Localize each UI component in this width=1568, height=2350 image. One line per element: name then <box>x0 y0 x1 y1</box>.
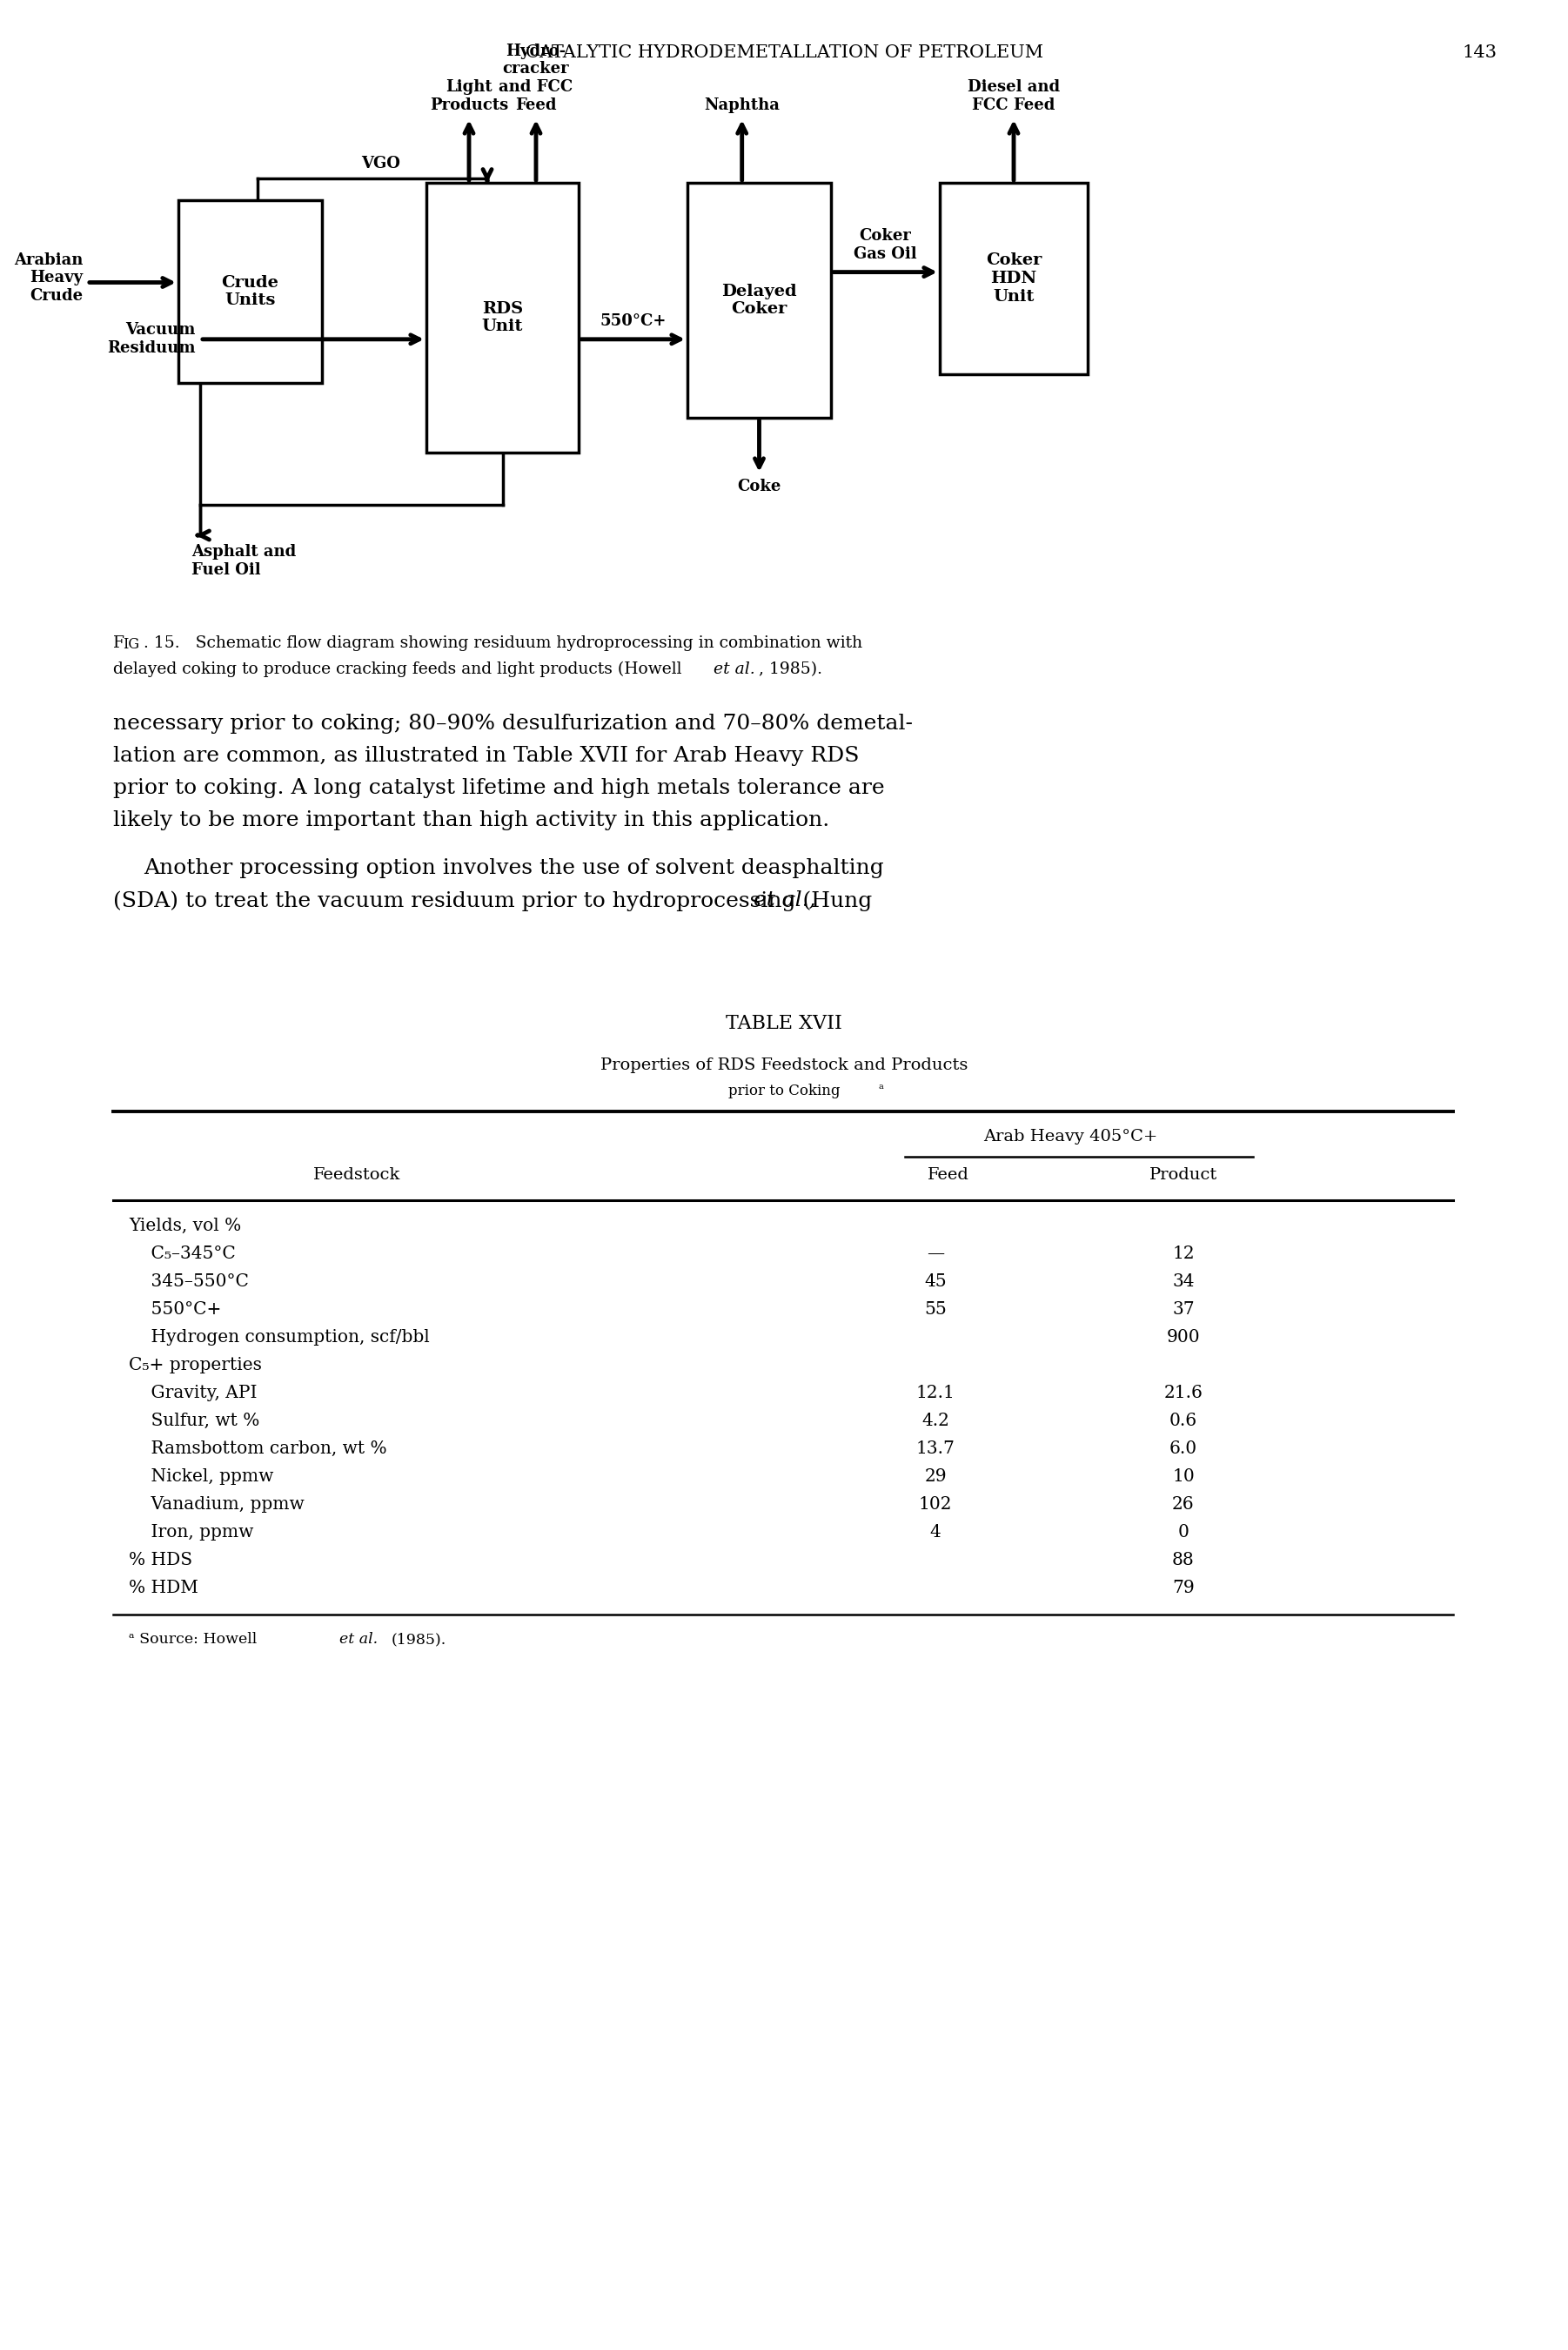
Text: Hydrogen consumption, scf/bbl: Hydrogen consumption, scf/bbl <box>129 1330 430 1347</box>
Text: ᵃ Source: Howell: ᵃ Source: Howell <box>129 1631 262 1647</box>
Bar <box>426 183 579 454</box>
Text: 88: 88 <box>1173 1551 1195 1567</box>
Text: 550°C+: 550°C+ <box>129 1302 221 1318</box>
Text: 29: 29 <box>924 1469 947 1485</box>
Text: CATALYTIC HYDRODEMETALLATION OF PETROLEUM: CATALYTIC HYDRODEMETALLATION OF PETROLEU… <box>525 45 1043 61</box>
Text: 143: 143 <box>1461 45 1496 61</box>
Text: 0: 0 <box>1178 1525 1189 1542</box>
Text: 34: 34 <box>1173 1274 1195 1290</box>
Text: 6.0: 6.0 <box>1170 1441 1198 1457</box>
Text: 0.6: 0.6 <box>1170 1412 1198 1429</box>
Text: 900: 900 <box>1167 1330 1200 1347</box>
Text: prior to Coking: prior to Coking <box>728 1083 840 1097</box>
Text: Hydro-
cracker
and FCC
Feed: Hydro- cracker and FCC Feed <box>499 42 572 113</box>
Text: et al.: et al. <box>339 1631 378 1647</box>
Text: Light
Products: Light Products <box>430 80 508 113</box>
Text: Naphtha: Naphtha <box>704 96 779 113</box>
Text: Nickel, ppmw: Nickel, ppmw <box>129 1469 273 1485</box>
Text: Feed: Feed <box>928 1168 969 1182</box>
Text: Product: Product <box>1149 1168 1217 1182</box>
Text: Gravity, API: Gravity, API <box>129 1384 257 1401</box>
Text: Another processing option involves the use of solvent deasphalting: Another processing option involves the u… <box>144 858 884 879</box>
Text: Iron, ppmw: Iron, ppmw <box>129 1525 254 1542</box>
Text: Coke: Coke <box>737 479 781 494</box>
Text: 4.2: 4.2 <box>922 1412 949 1429</box>
Text: Coker
Gas Oil: Coker Gas Oil <box>853 228 917 261</box>
Text: 10: 10 <box>1173 1469 1195 1485</box>
Text: Crude
Units: Crude Units <box>221 275 279 308</box>
Text: Diesel and
FCC Feed: Diesel and FCC Feed <box>967 80 1060 113</box>
Text: 345–550°C: 345–550°C <box>129 1274 249 1290</box>
Text: IG: IG <box>122 637 140 651</box>
Text: TABLE XVII: TABLE XVII <box>726 1013 842 1034</box>
Text: Arabian
Heavy
Crude: Arabian Heavy Crude <box>14 251 83 303</box>
Text: 55: 55 <box>924 1302 947 1318</box>
Text: RDS
Unit: RDS Unit <box>481 301 524 334</box>
Text: ᵃ: ᵃ <box>878 1083 884 1095</box>
Text: 12.1: 12.1 <box>916 1384 955 1401</box>
Text: Coker
HDN
Unit: Coker HDN Unit <box>986 251 1041 306</box>
Text: 4: 4 <box>930 1525 941 1542</box>
Text: (SDA) to treat the vacuum residuum prior to hydroprocessing (Hung: (SDA) to treat the vacuum residuum prior… <box>113 891 880 912</box>
Text: —: — <box>927 1246 944 1262</box>
Text: lation are common, as illustrated in Table XVII for Arab Heavy RDS: lation are common, as illustrated in Tab… <box>113 745 859 766</box>
Text: 45: 45 <box>924 1274 947 1290</box>
Text: , 1985).: , 1985). <box>759 660 822 677</box>
Text: delayed coking to produce cracking feeds and light products (Howell: delayed coking to produce cracking feeds… <box>113 660 687 677</box>
Text: F: F <box>113 634 124 651</box>
Bar <box>179 200 321 383</box>
Text: Properties of RDS Feedstock and Products: Properties of RDS Feedstock and Products <box>601 1058 967 1074</box>
Text: Feedstock: Feedstock <box>314 1168 400 1182</box>
Text: Vacuum
Residuum: Vacuum Residuum <box>108 322 196 357</box>
Text: Yields, vol %: Yields, vol % <box>129 1217 241 1234</box>
Text: VGO: VGO <box>362 155 400 172</box>
Text: 12: 12 <box>1173 1246 1195 1262</box>
Text: 102: 102 <box>919 1497 952 1513</box>
Text: Delayed
Coker: Delayed Coker <box>721 284 797 317</box>
Text: prior to coking. A long catalyst lifetime and high metals tolerance are: prior to coking. A long catalyst lifetim… <box>113 778 884 799</box>
Text: C₅–345°C: C₅–345°C <box>129 1246 235 1262</box>
Text: C₅+ properties: C₅+ properties <box>129 1356 262 1372</box>
Text: et al.,: et al., <box>754 891 815 909</box>
Text: 21.6: 21.6 <box>1163 1384 1203 1401</box>
Text: Sulfur, wt %: Sulfur, wt % <box>129 1412 260 1429</box>
Text: et al.: et al. <box>713 660 756 677</box>
Text: % HDM: % HDM <box>129 1579 198 1596</box>
Text: 550°C+: 550°C+ <box>601 313 666 329</box>
Text: necessary prior to coking; 80–90% desulfurization and 70–80% demetal-: necessary prior to coking; 80–90% desulf… <box>113 714 913 733</box>
Text: 37: 37 <box>1173 1302 1195 1318</box>
Text: likely to be more important than high activity in this application.: likely to be more important than high ac… <box>113 811 829 830</box>
Text: Vanadium, ppmw: Vanadium, ppmw <box>129 1497 304 1513</box>
Text: (1985).: (1985). <box>392 1631 447 1647</box>
Text: 13.7: 13.7 <box>916 1441 955 1457</box>
Text: Ramsbottom carbon, wt %: Ramsbottom carbon, wt % <box>129 1441 387 1457</box>
Text: 79: 79 <box>1173 1579 1195 1596</box>
Text: Arab Heavy 405°C+: Arab Heavy 405°C+ <box>983 1128 1157 1144</box>
Text: % HDS: % HDS <box>129 1551 193 1567</box>
Text: Asphalt and
Fuel Oil: Asphalt and Fuel Oil <box>191 543 296 578</box>
Bar <box>687 183 831 418</box>
Bar <box>939 183 1088 374</box>
Text: . 15.   Schematic flow diagram showing residuum hydroprocessing in combination w: . 15. Schematic flow diagram showing res… <box>144 634 862 651</box>
Text: 26: 26 <box>1173 1497 1195 1513</box>
